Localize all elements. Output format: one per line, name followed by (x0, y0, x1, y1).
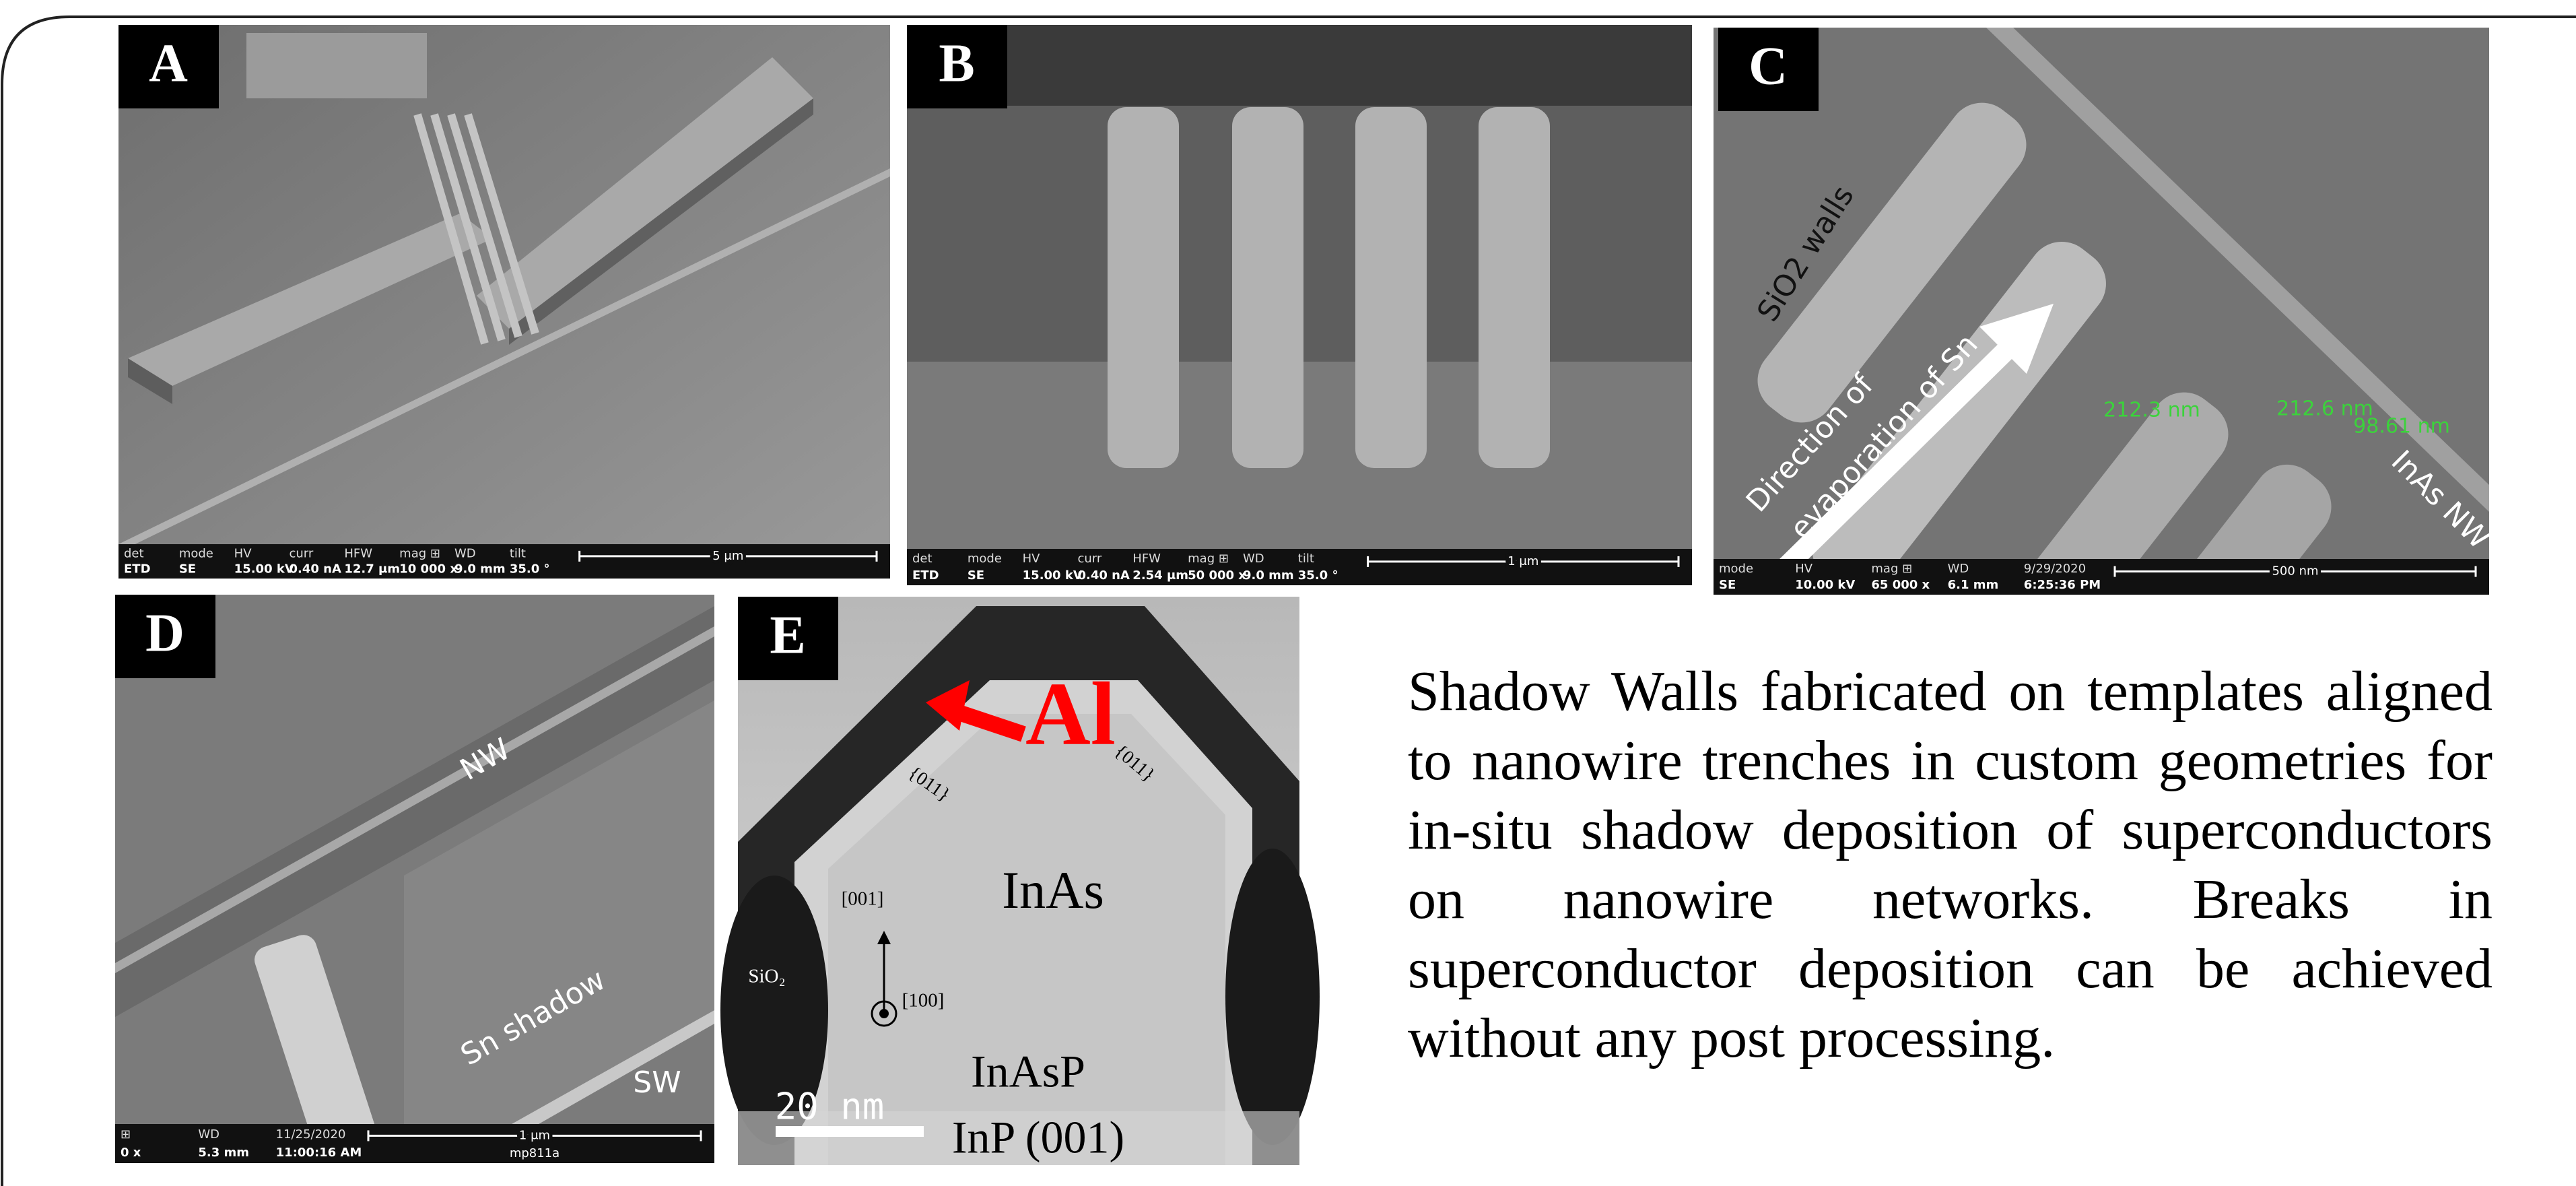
annotation: SiO₂ (748, 966, 785, 987)
info-header: WD (198, 1127, 219, 1142)
annotation: Al (1025, 664, 1116, 764)
info-header: mode (179, 546, 213, 560)
info-header: 9/29/2020 (2024, 562, 2086, 576)
info-header: WD (1243, 552, 1264, 566)
info-value: ETD (912, 568, 939, 583)
info-header: 11/25/2020 (276, 1127, 346, 1142)
panel-e: Al {011} {011} InAs [001] [100] SiO₂ InA… (720, 597, 1320, 1165)
info-value: 9.0 mm (454, 562, 506, 576)
panel-d: NW Sn shadow SW D (115, 595, 714, 1163)
info-value: SE (968, 568, 984, 583)
sample-id: mp811a (510, 1146, 560, 1160)
info-value: 15.00 kV (234, 562, 294, 576)
panel-a: A (118, 25, 890, 579)
measurement: 212.3 nm (2103, 399, 2200, 422)
info-header: WD (454, 546, 476, 560)
info-header: WD (1948, 562, 1969, 576)
info-value: 10.00 kV (1795, 578, 1855, 592)
info-header: tilt (1298, 552, 1314, 566)
measurement: 98.61 nm (2353, 415, 2450, 438)
info-value: 15.00 kV (1023, 568, 1083, 583)
annotation: [100] (902, 990, 945, 1012)
panel-label: C (1749, 36, 1788, 96)
info-value: ETD (124, 562, 151, 576)
scale-bar-label: 20 nm (775, 1086, 885, 1128)
annotation: SW (633, 1065, 681, 1100)
info-value: 35.0 ° (510, 562, 550, 576)
annotation: InAsP (971, 1046, 1085, 1097)
info-value: 12.7 μm (344, 562, 400, 576)
info-header: mag ⊞ (399, 546, 440, 560)
info-header: HV (1023, 552, 1041, 566)
info-header: HFW (344, 546, 372, 560)
info-header: tilt (510, 546, 526, 560)
info-header: HV (234, 546, 252, 560)
annotation: [001] (842, 888, 884, 910)
panel-label: A (149, 34, 188, 93)
info-header: curr (290, 546, 314, 560)
info-header: mode (968, 552, 1002, 566)
info-header: det (912, 552, 933, 566)
info-value: 65 000 x (1871, 578, 1930, 592)
annotation: InAs (1002, 861, 1104, 919)
info-header: det (124, 546, 144, 560)
info-value: 0.40 nA (1077, 568, 1129, 583)
caption: Shadow Walls fabricated on templates ali… (1408, 657, 2493, 1073)
info-header: mag ⊞ (1188, 552, 1229, 566)
info-value: SE (179, 562, 196, 576)
info-value: 11:00:16 AM (276, 1146, 362, 1160)
panel-c: SiO2 walls Direction of evaporation of S… (1714, 28, 2497, 734)
info-value: 0 x (121, 1146, 141, 1160)
panel-b: B (907, 25, 1692, 585)
scale-bar-label: 1 μm (519, 1128, 550, 1142)
panel-label: E (770, 605, 805, 665)
panel-label: B (939, 34, 974, 93)
info-value: 35.0 ° (1298, 568, 1338, 583)
info-value: 6:25:36 PM (2024, 578, 2101, 592)
slide: A B SiO2 walls Direction of evaporation … (0, 0, 2576, 1186)
info-value: 0.40 nA (290, 562, 341, 576)
scale-bar (776, 1126, 924, 1137)
info-header: mode (1719, 562, 1753, 576)
annotation: InP (001) (952, 1112, 1124, 1163)
info-value: 6.1 mm (1948, 578, 1999, 592)
info-value: SE (1719, 578, 1736, 592)
scale-bar-label: 5 μm (712, 549, 743, 563)
panel-label: D (145, 603, 184, 663)
info-value: 9.0 mm (1243, 568, 1294, 583)
info-header: mag ⊞ (1871, 562, 1912, 576)
info-header: HV (1795, 562, 1813, 576)
scale-bar-label: 500 nm (2272, 564, 2318, 579)
info-header: HFW (1132, 552, 1161, 566)
info-value: 2.54 μm (1132, 568, 1188, 583)
info-value: 50 000 x (1188, 568, 1246, 583)
scale-bar-label: 1 μm (1507, 554, 1538, 568)
info-value: 5.3 mm (198, 1146, 249, 1160)
info-value: 10 000 x (399, 562, 458, 576)
info-header: ⊞ (121, 1127, 131, 1142)
info-header: curr (1077, 552, 1101, 566)
